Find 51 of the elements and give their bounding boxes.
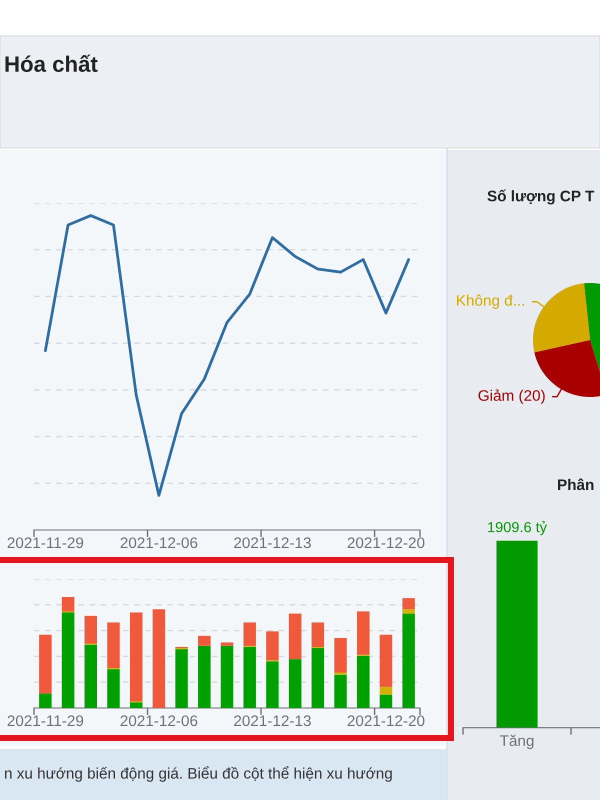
bar: [39, 694, 52, 708]
bar: [152, 609, 166, 708]
bar: [198, 646, 211, 708]
bar: [288, 659, 302, 708]
bar: [266, 631, 279, 660]
chart-title: Số lượng CP T: [487, 190, 594, 204]
x-tick-label: 2021-12-13: [234, 537, 311, 548]
bar: [62, 612, 74, 708]
bar: [62, 596, 74, 612]
bar: [175, 649, 188, 708]
x-tick-label: 2021-12-06: [120, 715, 198, 726]
chart-title: Hóa chất: [5, 54, 98, 72]
x-tick-label: 2021-12-13: [234, 715, 311, 726]
chart-title: Phân: [558, 478, 594, 490]
bar: [312, 622, 324, 647]
bar: [356, 656, 370, 708]
bar: [107, 669, 120, 708]
bar: [402, 598, 415, 610]
bar: [266, 661, 279, 708]
bar: [334, 672, 347, 675]
bar: [130, 612, 142, 702]
bar: [220, 642, 234, 646]
bar: [380, 694, 392, 708]
slice-label: Giảm (20): [478, 389, 545, 404]
text: n xu hướng biến động giá. Biểu đồ cột thể hiện xu hướng: [5, 766, 392, 782]
bar: [402, 614, 415, 708]
bar: [84, 616, 98, 644]
x-tick-label: 2021-12-20: [348, 715, 424, 726]
bar: [198, 636, 211, 646]
x-tick-label: Tăng: [500, 734, 534, 750]
bar: [380, 686, 392, 695]
x-tick-label: 2021-12-06: [120, 537, 198, 548]
x-tick-label: 2021-11-29: [8, 715, 84, 726]
bar: [39, 634, 52, 694]
bar: [288, 614, 302, 660]
bar: [334, 674, 347, 708]
bar: [334, 638, 347, 672]
bar: [402, 609, 415, 614]
bar: [243, 622, 256, 646]
bar: [243, 646, 256, 708]
bar: [220, 646, 234, 708]
bar: [107, 622, 120, 668]
x-tick-label: 2021-11-29: [8, 537, 84, 548]
bar: [312, 648, 324, 708]
bar: [356, 611, 370, 655]
data-label: 1909.6 tỷ: [488, 521, 547, 536]
x-tick-label: 2021-12-20: [348, 537, 424, 548]
bar: [380, 634, 392, 687]
bar: [84, 644, 98, 708]
bar: [130, 702, 142, 708]
slice-label: Không đ...: [457, 294, 524, 309]
